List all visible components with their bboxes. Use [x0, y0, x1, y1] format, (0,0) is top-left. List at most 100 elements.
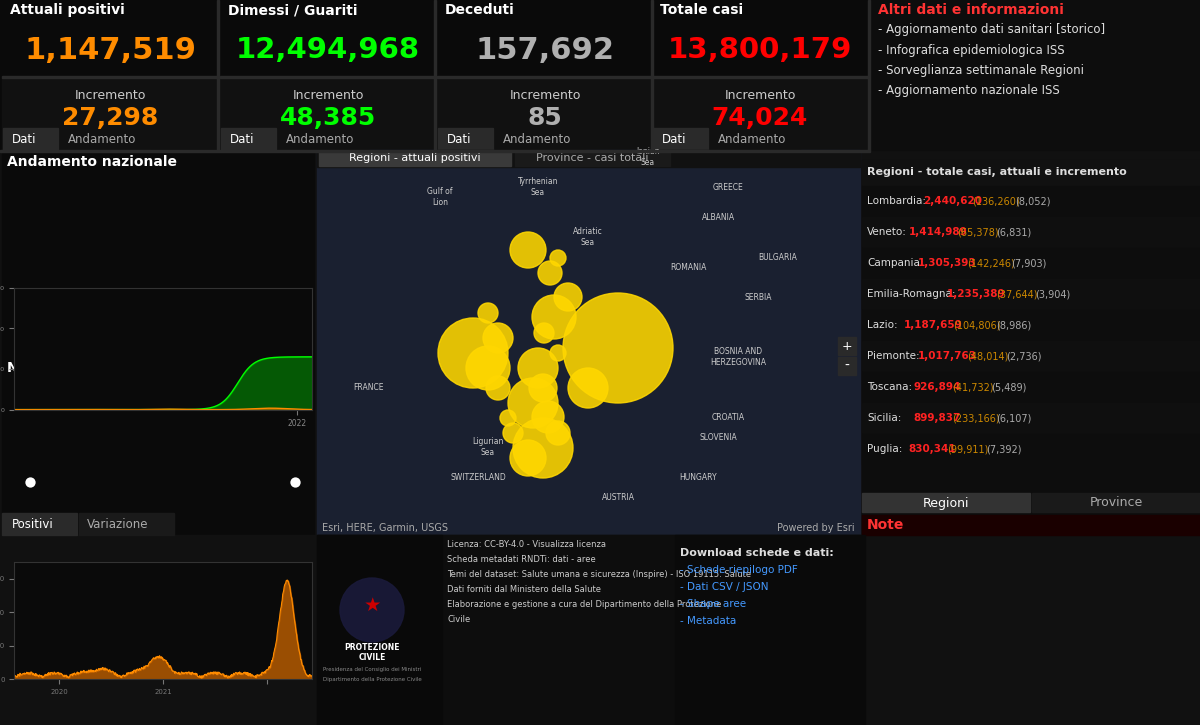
Bar — [650, 0, 653, 150]
Circle shape — [508, 378, 558, 428]
Text: ROMANIA: ROMANIA — [670, 262, 706, 271]
Text: (41,732): (41,732) — [953, 382, 994, 392]
Bar — [653, 128, 708, 150]
Text: - Sorveglianza settimanale Regioni: - Sorveglianza settimanale Regioni — [878, 64, 1084, 77]
Bar — [221, 128, 276, 150]
Text: ALBANIA: ALBANIA — [702, 212, 734, 222]
Text: - Aggiornamento nazionale ISS: - Aggiornamento nazionale ISS — [878, 83, 1060, 96]
Bar — [862, 403, 1200, 433]
Text: SLOVENIA: SLOVENIA — [700, 433, 737, 442]
Text: (99,911): (99,911) — [948, 444, 989, 454]
Circle shape — [500, 410, 516, 426]
Bar — [868, 0, 870, 150]
Text: Ligurian
Sea: Ligurian Sea — [473, 437, 504, 457]
Bar — [0, 150, 1200, 725]
Text: 1,414,989: 1,414,989 — [908, 227, 967, 237]
Text: Puglia:: Puglia: — [866, 444, 902, 454]
Text: Variazione: Variazione — [88, 518, 149, 531]
Circle shape — [518, 348, 558, 388]
Text: Province: Province — [1090, 497, 1142, 510]
Text: Lombardia:: Lombardia: — [866, 196, 926, 206]
Text: - Shape aree: - Shape aree — [680, 599, 746, 609]
Circle shape — [529, 374, 557, 402]
Text: Veneto:: Veneto: — [866, 227, 907, 237]
Text: (5,489): (5,489) — [991, 382, 1027, 392]
Text: Civile: Civile — [446, 615, 470, 624]
Circle shape — [534, 323, 554, 343]
Bar — [317, 535, 860, 725]
Bar — [317, 150, 860, 167]
Circle shape — [503, 423, 523, 443]
Text: Ionian
Sea: Ionian Sea — [636, 147, 660, 167]
Circle shape — [478, 303, 498, 323]
Text: (233,166): (233,166) — [953, 413, 1000, 423]
Text: 13,800,179: 13,800,179 — [668, 36, 852, 64]
Text: 899,837: 899,837 — [913, 413, 961, 423]
Bar — [2, 513, 77, 535]
Circle shape — [550, 250, 566, 266]
Bar — [862, 493, 1030, 512]
Circle shape — [482, 323, 514, 353]
Text: 74,024: 74,024 — [712, 106, 808, 130]
Bar — [862, 512, 1200, 515]
Text: Tyrrhenian
Sea: Tyrrhenian Sea — [517, 178, 558, 196]
Text: BULGARIA: BULGARIA — [758, 252, 798, 262]
Bar — [652, 77, 868, 150]
Bar — [437, 0, 653, 77]
Text: SWITZERLAND: SWITZERLAND — [450, 473, 506, 481]
Text: CIVILE: CIVILE — [359, 652, 385, 661]
Text: 2,440,620: 2,440,620 — [923, 196, 982, 206]
Text: Piemonte:: Piemonte: — [866, 351, 919, 361]
Text: (65,378): (65,378) — [958, 227, 1000, 237]
Text: Dati: Dati — [12, 133, 36, 146]
Text: - Metadata: - Metadata — [680, 616, 737, 626]
Text: Campania:: Campania: — [866, 258, 924, 268]
Text: Positivi: Positivi — [12, 518, 54, 531]
Circle shape — [466, 346, 510, 390]
Bar — [0, 535, 1200, 725]
Text: (136,260): (136,260) — [972, 196, 1020, 206]
Text: Emilia-Romagna:: Emilia-Romagna: — [866, 289, 955, 299]
Bar — [862, 341, 1200, 371]
Bar — [317, 150, 860, 535]
Text: 1,235,389: 1,235,389 — [947, 289, 1006, 299]
Bar — [652, 76, 868, 78]
Text: 27,298: 27,298 — [62, 106, 158, 130]
Circle shape — [340, 578, 404, 642]
Circle shape — [563, 293, 673, 403]
Text: 1,305,393: 1,305,393 — [918, 258, 977, 268]
Text: (2,736): (2,736) — [1007, 351, 1042, 361]
Bar — [862, 186, 1200, 216]
Text: (3,904): (3,904) — [1034, 289, 1070, 299]
Bar — [317, 535, 442, 725]
Bar — [870, 0, 1200, 150]
Circle shape — [514, 418, 574, 478]
Circle shape — [438, 318, 508, 388]
Bar — [2, 77, 218, 150]
Text: Incremento: Incremento — [74, 88, 145, 102]
Bar — [220, 0, 436, 77]
Text: Adriatic
Sea: Adriatic Sea — [574, 228, 602, 247]
Bar — [838, 357, 856, 375]
Text: - Schede riepilogo PDF: - Schede riepilogo PDF — [680, 565, 798, 575]
Bar — [319, 151, 511, 166]
Text: Dati: Dati — [230, 133, 254, 146]
Text: Elaborazione e gestione a cura del Dipartimento della Protezione: Elaborazione e gestione a cura del Dipar… — [446, 600, 721, 609]
Text: CROATIA: CROATIA — [712, 413, 744, 421]
Text: 926,894: 926,894 — [913, 382, 961, 392]
Text: 1,187,659: 1,187,659 — [904, 320, 962, 330]
Text: Regioni - attuali positivi: Regioni - attuali positivi — [349, 153, 481, 163]
Text: Andamento nazionale: Andamento nazionale — [7, 155, 178, 169]
Point — [286, 476, 305, 488]
Circle shape — [532, 401, 564, 433]
Text: SERBIA: SERBIA — [744, 292, 772, 302]
Text: Totale casi: Totale casi — [660, 3, 743, 17]
Text: Sicilia:: Sicilia: — [866, 413, 901, 423]
Text: - Infografica epidemiologica ISS: - Infografica epidemiologica ISS — [878, 44, 1064, 57]
Text: Andamento: Andamento — [68, 133, 137, 146]
Text: Altri dati e informazioni: Altri dati e informazioni — [878, 3, 1064, 17]
Bar — [862, 160, 1200, 535]
Text: - Aggiornamento dati sanitari [storico]: - Aggiornamento dati sanitari [storico] — [878, 22, 1105, 36]
Circle shape — [532, 295, 576, 339]
Bar — [2, 0, 218, 77]
